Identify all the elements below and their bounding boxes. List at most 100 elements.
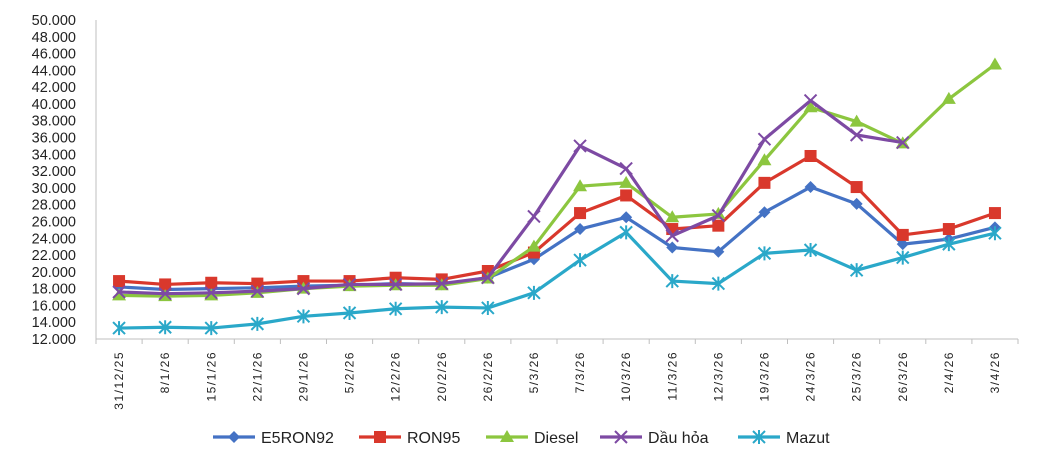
x-tick-label: 5/3/26	[527, 351, 541, 393]
y-tick-label: 28.000	[32, 198, 76, 214]
data-point	[758, 206, 771, 219]
x-tick-label: 22/1/26	[250, 351, 264, 402]
data-point	[297, 275, 310, 288]
data-point	[942, 237, 956, 252]
legend-marker	[500, 430, 514, 442]
y-tick-label: 22.000	[32, 248, 76, 264]
x-tick-label: 2/4/26	[942, 351, 956, 393]
data-point	[711, 208, 726, 223]
data-point	[112, 321, 126, 336]
legend-item: Diesel	[486, 430, 578, 447]
x-tick-label: 20/2/26	[435, 351, 449, 402]
data-point	[527, 285, 541, 300]
data-point	[988, 207, 1001, 220]
data-point	[849, 263, 864, 278]
y-tick-label: 40.000	[32, 97, 76, 113]
data-point	[757, 246, 772, 261]
data-point	[803, 93, 818, 108]
data-point	[158, 286, 172, 301]
legend-item: Mazut	[738, 430, 830, 447]
data-point	[204, 286, 218, 300]
data-point	[619, 161, 633, 176]
y-tick-label: 38.000	[32, 114, 76, 130]
data-point	[573, 179, 588, 192]
data-point	[666, 241, 679, 254]
data-point	[896, 228, 909, 241]
legend-marker	[752, 430, 766, 444]
data-point	[712, 219, 725, 232]
x-tick-label: 29/1/26	[296, 351, 310, 402]
x-tick-label: 5/2/26	[343, 351, 357, 393]
data-point	[804, 149, 817, 162]
data-point	[896, 135, 910, 150]
x-tick-labels: 31/12/25 8/1/26 15/1/26 22/1/26 29/1/26 5/2/2…	[95, 339, 1019, 410]
y-tick-label: 34.000	[32, 147, 76, 163]
data-point	[159, 278, 172, 291]
y-tick-label: 48.000	[32, 30, 76, 46]
data-point	[665, 274, 679, 289]
data-point	[526, 239, 541, 252]
legend-label: Dầu hỏa	[648, 430, 709, 447]
data-point	[758, 176, 771, 189]
x-tick-label: 11/3/26	[665, 351, 679, 401]
data-point	[158, 320, 172, 335]
y-tick-label: 42.000	[32, 80, 76, 96]
legend-marker	[614, 430, 628, 444]
data-point	[941, 91, 956, 104]
data-point	[204, 321, 218, 336]
data-point	[988, 226, 1002, 241]
legend-marker	[228, 431, 240, 443]
y-tick-label: 50.000	[32, 13, 76, 29]
series-layer	[112, 57, 1002, 336]
data-point	[112, 288, 127, 301]
data-point	[896, 250, 910, 265]
data-point	[435, 300, 449, 315]
x-tick-label: 26/3/26	[896, 351, 910, 402]
data-point	[113, 275, 126, 288]
legend-label: RON95	[407, 430, 460, 447]
data-point	[296, 309, 311, 324]
data-point	[573, 253, 587, 268]
data-point	[850, 181, 863, 194]
x-tick-label: 25/3/26	[850, 351, 864, 402]
y-tick-label: 24.000	[32, 231, 76, 247]
legend: E5RON92 RON95 Diesel Dầu hỏa Mazut	[213, 430, 830, 447]
legend-item: E5RON92	[213, 430, 334, 447]
data-point	[250, 316, 265, 331]
data-point	[849, 128, 864, 142]
y-tick-label: 44.000	[32, 63, 76, 79]
data-point	[619, 175, 634, 188]
data-point	[896, 238, 909, 251]
data-point	[388, 301, 403, 316]
data-point	[757, 132, 772, 146]
x-tick-label: 24/3/26	[804, 351, 818, 402]
y-tick-label: 16.000	[32, 298, 76, 314]
series-line	[117, 230, 997, 330]
data-point	[987, 57, 1002, 70]
data-point	[388, 277, 403, 292]
x-tick-label: 7/3/26	[573, 351, 587, 393]
x-tick-label: 19/3/26	[757, 351, 771, 402]
series-line	[117, 98, 905, 296]
y-tick-label: 14.000	[32, 315, 76, 331]
data-point	[435, 276, 449, 291]
data-point	[481, 300, 495, 315]
legend-label: Diesel	[534, 430, 578, 447]
legend-marker	[374, 431, 386, 443]
data-point	[296, 281, 311, 296]
data-point	[711, 276, 726, 291]
data-point	[665, 229, 679, 243]
series-ron95	[113, 149, 1001, 291]
x-tick-label: 31/12/25	[112, 351, 126, 410]
series-line	[117, 154, 997, 287]
data-point	[342, 277, 357, 292]
data-point	[942, 223, 955, 236]
x-tick-label: 26/2/26	[481, 351, 495, 402]
y-tick-label: 32.000	[32, 164, 76, 180]
y-tick-label: 20.000	[32, 265, 76, 281]
data-point	[712, 245, 725, 258]
x-tick-label: 12/3/26	[711, 351, 725, 402]
legend-label: E5RON92	[261, 430, 334, 447]
data-point	[251, 277, 264, 290]
